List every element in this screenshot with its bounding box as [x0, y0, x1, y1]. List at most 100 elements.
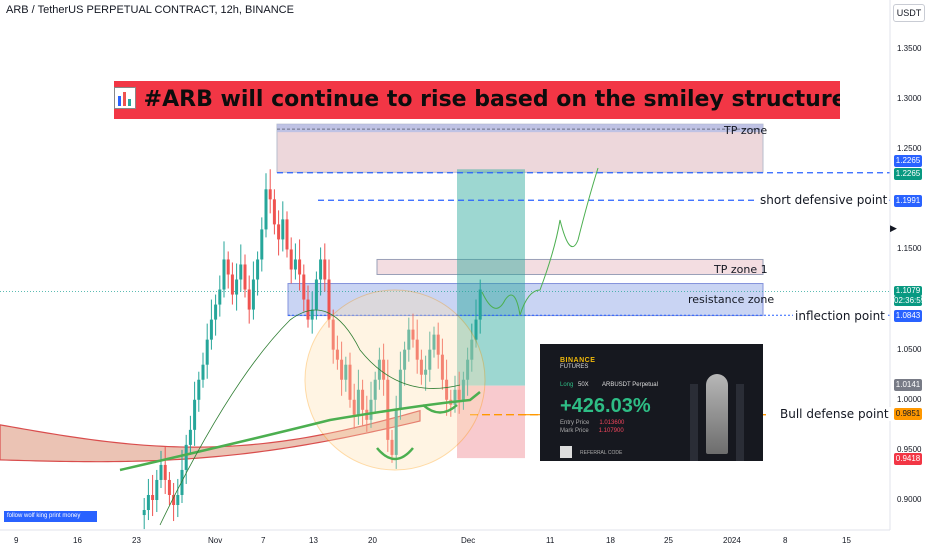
- price-tag-bull-defense: 0.9851: [894, 408, 922, 420]
- card-referral: REFERRAL CODE: [580, 450, 623, 456]
- candle-body: [348, 364, 352, 400]
- candle-body: [188, 429, 192, 445]
- bar-chart-icon: [114, 87, 136, 109]
- candle-body: [281, 219, 285, 240]
- candle-body: [331, 319, 335, 350]
- card-product: FUTURES: [560, 364, 589, 370]
- tp-zone-1: [376, 258, 764, 276]
- price-tag-inflection: 1.0843: [894, 310, 922, 322]
- candle-body: [373, 379, 377, 400]
- candle-body: [466, 359, 470, 380]
- candle-body: [407, 329, 411, 350]
- y-tick-label: 0.9000: [897, 495, 922, 504]
- y-tick-label: 1.0500: [897, 344, 922, 354]
- x-tick-label: 2024: [723, 536, 741, 545]
- candle-body: [277, 224, 281, 240]
- candle-body: [327, 279, 331, 320]
- candle-body: [424, 369, 428, 375]
- candle-body: [310, 309, 314, 320]
- price-tag-stop: 0.9418: [894, 453, 922, 465]
- projection-path: [481, 167, 599, 316]
- rocket-icon: [706, 374, 728, 454]
- price-tag-tp: 1.2265: [894, 155, 922, 167]
- headline-text: #ARB will continue to rise based on the …: [143, 87, 840, 112]
- candle-body: [251, 279, 255, 310]
- candle-body: [268, 189, 272, 200]
- card-exchange: BINANCE: [560, 357, 596, 364]
- y-tick-label: 0.9500: [897, 444, 922, 454]
- symbol-title[interactable]: ARB / TetherUS PERPETUAL CONTRACT, 12h, …: [6, 4, 294, 16]
- candle-body: [201, 364, 205, 380]
- inflection-label: inflection point: [793, 309, 887, 323]
- qr-code-icon: [560, 446, 572, 458]
- candle-body: [478, 289, 482, 320]
- candle-body: [390, 439, 394, 455]
- candle-body: [356, 389, 360, 415]
- tp-zone-1-label: TP zone 1: [714, 263, 768, 276]
- card-mark-row: Mark Price 1.107900: [560, 428, 624, 434]
- tp-zone-top-band: [277, 124, 763, 133]
- short-defensive-label: short defensive point: [758, 193, 890, 207]
- candle-body: [243, 264, 247, 290]
- x-tick-label: 7: [261, 536, 266, 545]
- candle-body: [151, 494, 155, 500]
- x-tick-label: 15: [842, 536, 851, 545]
- candle-body: [226, 259, 230, 275]
- candlesticks: [142, 169, 482, 530]
- candle-body: [340, 359, 344, 380]
- x-tick-label: 18: [606, 536, 615, 545]
- candle-body: [369, 399, 373, 420]
- price-tag-entry: 1.0141: [894, 379, 922, 391]
- y-tick-label: 1.1500: [897, 244, 922, 254]
- candle-body: [264, 189, 268, 230]
- x-tick-label: 23: [132, 536, 141, 545]
- candle-body: [319, 259, 323, 280]
- resistance-zone-label: resistance zone: [688, 293, 775, 306]
- candle-body: [209, 319, 213, 340]
- candle-body: [302, 274, 306, 300]
- currency-button[interactable]: USDT: [893, 4, 925, 22]
- price-axis: [0, 0, 891, 531]
- card-leverage: 50X: [578, 382, 589, 388]
- candle-body: [440, 354, 444, 380]
- ma-ribbon-band: [0, 409, 421, 463]
- candle-body: [163, 464, 167, 480]
- candle-body: [256, 259, 260, 280]
- candle-body: [436, 334, 440, 355]
- card-entry-price: 1.013600: [599, 420, 625, 426]
- expand-arrow-icon[interactable]: ▶: [890, 223, 897, 233]
- candle-body: [172, 494, 176, 506]
- candle-body: [323, 259, 327, 280]
- candle-body: [155, 479, 159, 500]
- stop-loss-zone: [457, 385, 525, 459]
- candle-body: [214, 304, 218, 320]
- candle-body: [260, 229, 264, 260]
- candle-body: [470, 339, 474, 360]
- smiley-circle: [304, 289, 486, 471]
- card-entry-row: Entry Price 1.013600: [560, 420, 624, 426]
- smiley-mouth-left: [376, 447, 414, 461]
- price-tag-current: 1.1079: [894, 286, 922, 296]
- candle-body: [247, 289, 251, 310]
- candle-body: [419, 359, 423, 375]
- candle-body: [403, 349, 407, 370]
- card-pillar-right: [736, 384, 744, 461]
- card-mark-label: Mark Price: [560, 428, 589, 434]
- x-tick-label: 13: [309, 536, 318, 545]
- candle-body: [474, 319, 478, 340]
- ma-ribbon: [0, 409, 421, 463]
- x-tick-label: 8: [783, 536, 788, 545]
- candle-body: [159, 464, 163, 480]
- candle-body: [222, 259, 226, 290]
- candle-body: [146, 494, 150, 511]
- x-tick-label: 16: [73, 536, 82, 545]
- candle-body: [453, 389, 457, 405]
- candle-body: [167, 479, 171, 495]
- candle-body: [230, 274, 234, 295]
- ema-line: [119, 391, 481, 472]
- x-tick-label: 20: [368, 536, 377, 545]
- candle-body: [293, 259, 297, 270]
- candle-body: [176, 494, 180, 506]
- candle-body: [285, 219, 289, 250]
